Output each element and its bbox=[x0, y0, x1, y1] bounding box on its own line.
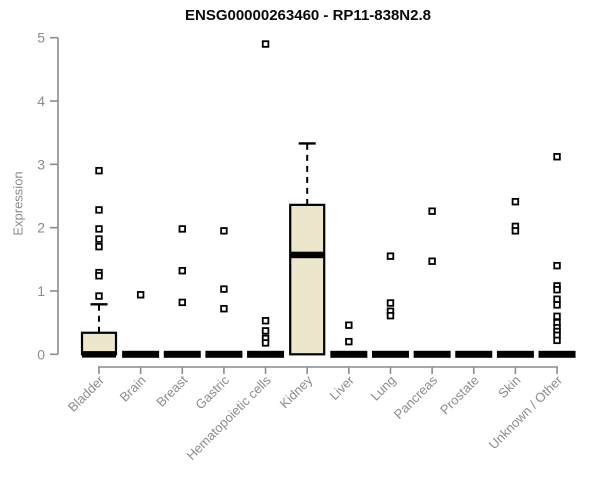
outlier-point bbox=[178, 298, 186, 307]
x-tick-label: Skin bbox=[495, 373, 523, 401]
outlier-point bbox=[136, 291, 145, 299]
outlier-point bbox=[345, 321, 353, 329]
x-tick-label: Unknown / Other bbox=[486, 372, 566, 452]
flat-box bbox=[247, 350, 285, 358]
flat-box bbox=[371, 350, 409, 358]
x-tick-label: Bladder bbox=[65, 372, 108, 415]
median-line bbox=[290, 251, 325, 259]
flat-box bbox=[122, 350, 160, 358]
outlier-point bbox=[95, 166, 103, 175]
flat-box bbox=[330, 350, 368, 358]
chart-title: ENSG00000263460 - RP11-838N2.8 bbox=[184, 7, 431, 24]
outlier-point bbox=[95, 206, 103, 214]
y-tick-label: 3 bbox=[37, 156, 45, 172]
outlier-point bbox=[511, 227, 520, 235]
outlier-point bbox=[553, 301, 561, 309]
outlier-point bbox=[95, 225, 103, 233]
outlier-point bbox=[95, 272, 103, 280]
flat-box bbox=[496, 350, 534, 358]
outlier-point bbox=[553, 312, 561, 321]
outlier-point bbox=[553, 261, 561, 270]
outlier-point bbox=[261, 327, 270, 335]
outlier-point bbox=[220, 305, 228, 313]
x-tick-label: Brain bbox=[117, 373, 149, 405]
outlier-point bbox=[95, 242, 103, 251]
outlier-point bbox=[428, 257, 436, 265]
outlier-point bbox=[95, 292, 103, 300]
x-tick-label: Liver bbox=[326, 372, 357, 403]
outlier-point bbox=[345, 337, 353, 346]
outlier-point bbox=[553, 295, 561, 303]
outlier-point bbox=[261, 317, 270, 325]
box bbox=[289, 203, 326, 356]
x-tick-label: Breast bbox=[153, 372, 190, 409]
outlier-point bbox=[178, 267, 186, 275]
outlier-point bbox=[95, 235, 103, 243]
outlier-point bbox=[553, 286, 561, 294]
box bbox=[80, 331, 118, 356]
outlier-point bbox=[261, 40, 270, 48]
x-tick-label: Kidney bbox=[277, 372, 316, 411]
outlier-point bbox=[386, 311, 395, 320]
outlier-point bbox=[553, 336, 561, 345]
outlier-point bbox=[553, 153, 561, 161]
x-tick-label: Prostate bbox=[437, 373, 482, 418]
flat-box bbox=[163, 350, 201, 358]
y-tick-label: 1 bbox=[37, 283, 45, 299]
flat-box bbox=[538, 350, 576, 358]
outlier-point bbox=[261, 339, 270, 347]
flat-box bbox=[455, 350, 493, 358]
outlier-point bbox=[386, 252, 395, 260]
y-tick-label: 4 bbox=[37, 93, 45, 109]
x-tick-label: Lung bbox=[368, 373, 399, 404]
y-tick-label: 2 bbox=[37, 220, 45, 236]
outlier-point bbox=[220, 285, 228, 293]
median-line bbox=[82, 351, 116, 358]
outlier-point bbox=[220, 227, 228, 235]
outlier-point bbox=[428, 207, 436, 215]
x-tick-label: Pancreas bbox=[391, 372, 441, 422]
outlier-point bbox=[511, 197, 520, 206]
y-tick-label: 0 bbox=[37, 346, 45, 362]
flat-box bbox=[205, 350, 243, 358]
flat-box bbox=[413, 350, 451, 358]
outlier-point bbox=[178, 225, 186, 233]
outlier-point bbox=[386, 299, 395, 307]
x-tick-label: Gastric bbox=[192, 372, 232, 412]
y-tick-label: 5 bbox=[37, 30, 45, 46]
